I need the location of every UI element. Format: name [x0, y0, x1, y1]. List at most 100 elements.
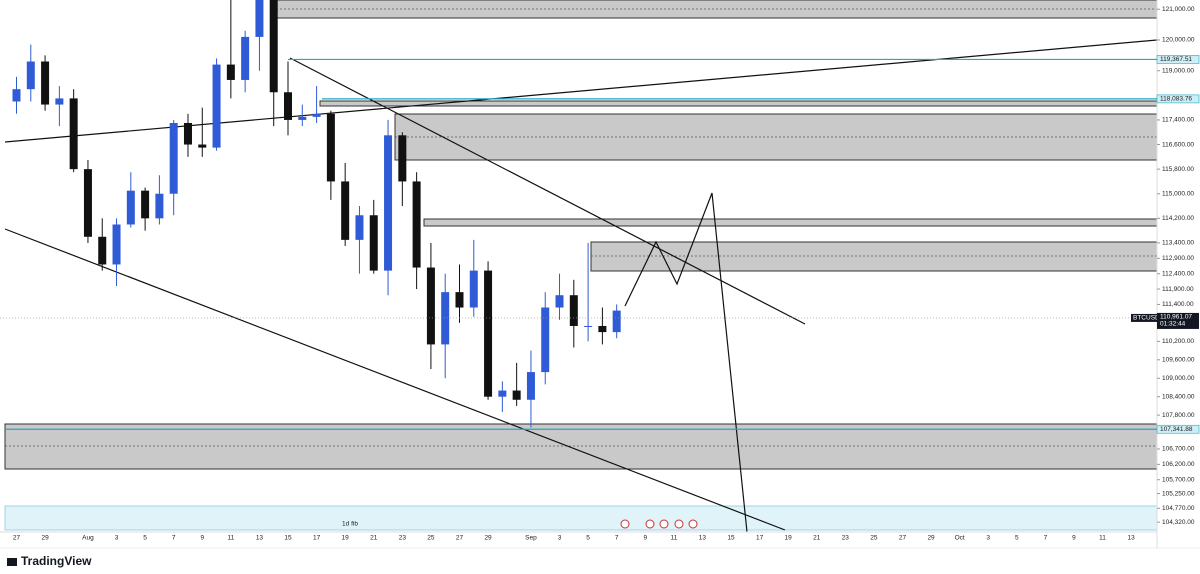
y-tick-label: 115,000.00: [1162, 190, 1194, 197]
x-tick-label: 3: [115, 535, 119, 542]
y-tick-label: 106,200.00: [1162, 461, 1195, 468]
candle-body: [69, 98, 78, 170]
candle-body: [41, 61, 50, 105]
trend-line: [289, 57, 806, 325]
candle-body: [369, 215, 378, 271]
drawings: [4, 0, 1157, 532]
trend-line: [4, 39, 1157, 143]
candle-body: [212, 64, 221, 148]
price-tag-label: 118,083.76: [1160, 96, 1192, 103]
zone: [319, 100, 1157, 107]
x-tick-label: 11: [670, 535, 677, 542]
candle-body: [141, 190, 150, 219]
x-tick-label: 19: [342, 535, 350, 542]
candle-body: [83, 169, 92, 237]
candle-body: [255, 0, 264, 37]
x-tick-label: 11: [1099, 535, 1106, 542]
x-tick-label: Aug: [82, 535, 94, 542]
candle-body: [355, 215, 364, 240]
candle-body: [12, 89, 21, 102]
x-tick-label: Sep: [525, 535, 537, 542]
x-tick-label: 23: [399, 535, 407, 542]
y-tick-label: 111,900.00: [1162, 286, 1194, 293]
candle-body: [112, 224, 121, 265]
y-tick-label: 113,400.00: [1162, 240, 1194, 247]
candle-body: [155, 193, 164, 219]
x-tick-label: 11: [227, 535, 234, 542]
candle-body: [598, 325, 607, 333]
y-tick-label: 105,250.00: [1162, 490, 1195, 497]
candle-body: [612, 310, 621, 333]
event-icons: [620, 519, 698, 529]
y-tick-label: 104,770.00: [1162, 505, 1195, 512]
x-tick-label: 7: [1044, 535, 1048, 542]
candle-body: [241, 36, 250, 80]
y-tick-label: 117,400.00: [1162, 117, 1194, 124]
countdown: 01:32:44: [1160, 321, 1186, 328]
x-tick-label: 29: [41, 535, 49, 542]
candle-body: [26, 61, 35, 90]
last-price-tag: [1157, 312, 1199, 329]
candle-body: [412, 181, 421, 268]
price-tag: [1156, 424, 1200, 434]
y-tick-label: 109,000.00: [1162, 375, 1195, 382]
candle-body: [541, 307, 550, 373]
symbol-tag-label: BTCUSD: [1133, 315, 1160, 322]
x-tick-label: 23: [842, 535, 850, 542]
logo-mark: [7, 558, 17, 566]
zone: [423, 218, 1157, 227]
x-tick-label: 29: [484, 535, 492, 542]
x-tick-label: 13: [1128, 535, 1136, 542]
y-tick-label: 112,400.00: [1162, 270, 1194, 277]
price-tag-label: 107,341.88: [1160, 426, 1193, 433]
x-tick-label: 13: [256, 535, 264, 542]
last-price-label: 110,961.07: [1160, 314, 1192, 321]
x-tick-label: 19: [785, 535, 793, 542]
candle-body: [526, 372, 535, 400]
logo: TradingView: [7, 554, 92, 568]
candle-body: [498, 390, 507, 397]
y-tick-label: 104,320.00: [1162, 519, 1195, 526]
candle-body: [169, 123, 178, 194]
candle-body: [512, 390, 521, 400]
y-tick-label: 116,600.00: [1162, 141, 1194, 148]
x-tick-label: 9: [1072, 535, 1076, 542]
x-tick-label: 13: [699, 535, 707, 542]
y-tick-label: 114,200.00: [1162, 215, 1194, 222]
zone: [4, 423, 1157, 470]
x-tick-label: 9: [200, 535, 204, 542]
candle-body: [584, 325, 593, 327]
x-tick-label: 25: [870, 535, 878, 542]
y-tick-label: 120,000.00: [1162, 37, 1195, 44]
x-tick-label: 5: [143, 535, 147, 542]
plot-area: [12, 0, 621, 428]
brand: TradingView: [21, 554, 92, 568]
price-tag-label: 119,367.51: [1160, 56, 1192, 63]
y-tick-label: 111,400.00: [1162, 301, 1194, 308]
candle-body: [341, 181, 350, 240]
x-tick-label: 29: [927, 535, 935, 542]
candle-body: [312, 113, 321, 117]
x-tick-label: Oct: [955, 535, 965, 542]
x-tick-label: 15: [284, 535, 292, 542]
x-tick-label: 21: [370, 535, 378, 542]
candle-body: [469, 270, 478, 308]
fib-zone: [4, 505, 1157, 531]
trend-line: [4, 228, 786, 531]
y-tick-label: 108,400.00: [1162, 393, 1195, 400]
x-tick-label: 9: [643, 535, 647, 542]
projection: [624, 192, 748, 532]
x-tick-label: 25: [427, 535, 435, 542]
zone: [590, 241, 1157, 272]
x-tick-label: 17: [313, 535, 321, 542]
x-tick-label: 27: [456, 535, 464, 542]
candle-body: [98, 236, 107, 265]
candle-body: [183, 123, 192, 145]
x-tick-label: 3: [986, 535, 990, 542]
y-tick-label: 121,000.00: [1162, 6, 1195, 13]
candle-body: [398, 135, 407, 182]
y-tick-label: 106,700.00: [1162, 446, 1195, 453]
candle-body: [284, 92, 293, 120]
x-tick-label: 17: [756, 535, 764, 542]
